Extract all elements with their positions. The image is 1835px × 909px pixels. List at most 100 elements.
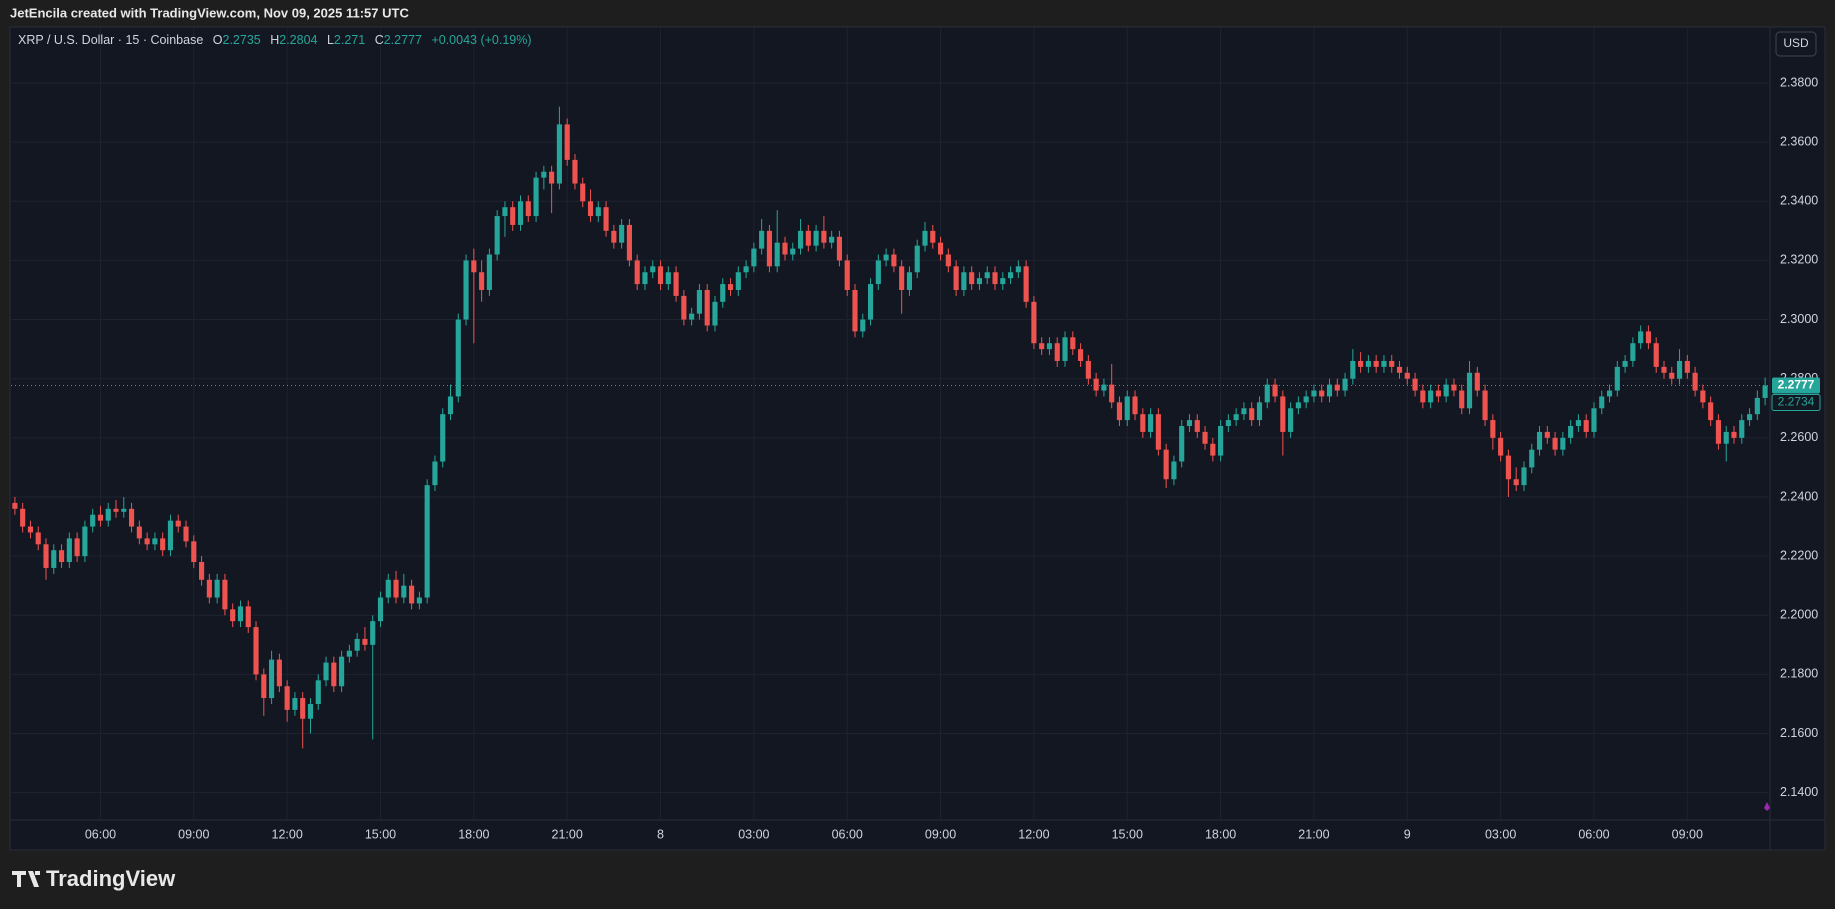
candle-body [1754,397,1760,415]
candle-body [315,680,321,704]
x-tick-label: 03:00 [738,827,769,841]
candle-body [766,230,772,267]
candle-body [385,579,391,598]
candle-body [160,538,166,551]
candle-body [712,301,718,326]
candle-body [447,396,454,415]
candle-body [883,254,889,261]
y-tick-label: 2.2200 [1780,548,1818,562]
candle-body [1513,479,1519,486]
candle-body [1342,378,1348,391]
candle-body [969,272,975,285]
candle-body [1225,420,1231,427]
candle-body [245,606,251,628]
candle-body [1272,384,1278,397]
candle-body [805,230,811,246]
exchange: Coinbase [150,33,204,47]
candle-body [611,230,617,243]
candle-body [1179,426,1185,462]
candle-body [572,159,578,184]
candle-body [121,508,127,512]
candle-body [891,254,897,267]
candle-body [696,289,702,314]
candle-body [720,284,726,302]
candle-body [899,266,905,290]
candle-body [144,538,150,545]
candle-body [502,207,508,217]
candle-body [199,562,205,580]
candle-body [743,266,749,273]
candle-body [12,502,18,509]
candle-body [790,248,796,255]
candle-body [1078,349,1084,361]
candle-body [494,216,500,255]
candle-body [1365,360,1371,367]
change: +0.0043 (+0.19%) [431,33,532,47]
candle-body [619,224,625,243]
bid-price-tag [1771,394,1821,412]
candle-body [1350,360,1356,379]
candle-body [105,508,111,521]
candle-body [393,579,399,598]
candle-body [1708,402,1714,421]
candle-body [922,230,928,246]
candle-body [735,272,741,290]
candle-body [673,272,679,296]
y-tick-label: 2.3400 [1780,194,1818,208]
candle-body [1412,378,1418,391]
candle-body [595,207,601,217]
candle-body [1482,390,1488,421]
candle-body [1723,431,1729,444]
candle-body [1653,343,1659,367]
candle-body [409,585,415,604]
candle-body [486,254,492,290]
y-tick-label: 2.1800 [1780,667,1818,681]
candle-body [129,508,135,527]
y-tick-label: 2.3200 [1780,253,1818,267]
candle-body [634,260,640,285]
candle-body [906,272,913,290]
x-tick-label: 15:00 [365,827,396,841]
y-tick-label: 2.1400 [1780,785,1818,799]
symbol: XRP / U.S. Dollar [18,33,115,47]
candle-body [183,526,189,542]
y-tick-label: 2.1600 [1780,726,1818,740]
candle-body [1132,396,1138,415]
candle-body [587,201,594,217]
candle-body [1490,420,1496,438]
currency-button[interactable] [1775,31,1817,57]
x-tick-label: 18:00 [458,827,489,841]
candle-body [797,230,804,249]
candle-body [136,526,142,539]
candle-body [455,319,461,397]
candle-body [860,319,866,332]
candle-body [1614,366,1620,391]
x-tick-label: 21:00 [552,827,583,841]
bid-price-value: 2.2734 [1778,395,1815,409]
candle-body [914,245,920,273]
candle-body [1163,449,1169,480]
candle-body [1739,420,1745,438]
candle-body [90,514,96,527]
candle-body [689,313,695,320]
candle-body [704,289,710,326]
candle-body [1404,372,1410,379]
candle-body [727,284,734,290]
candle-body [1591,408,1597,432]
candle-body [1264,384,1270,403]
candle-body [416,597,422,604]
candle-body [1358,360,1364,367]
candle-body [1054,343,1060,361]
candle-body [1334,384,1340,391]
candle-body [82,526,88,557]
candle-body [852,289,858,332]
candle-body [603,207,609,231]
candle-body [930,230,936,243]
low-label: L [326,33,334,47]
x-tick-label: 09:00 [1672,827,1703,841]
candle-body [1194,420,1200,432]
logo: TradingView [46,866,176,891]
candle-body [1396,366,1403,373]
candle-body [1233,414,1239,421]
